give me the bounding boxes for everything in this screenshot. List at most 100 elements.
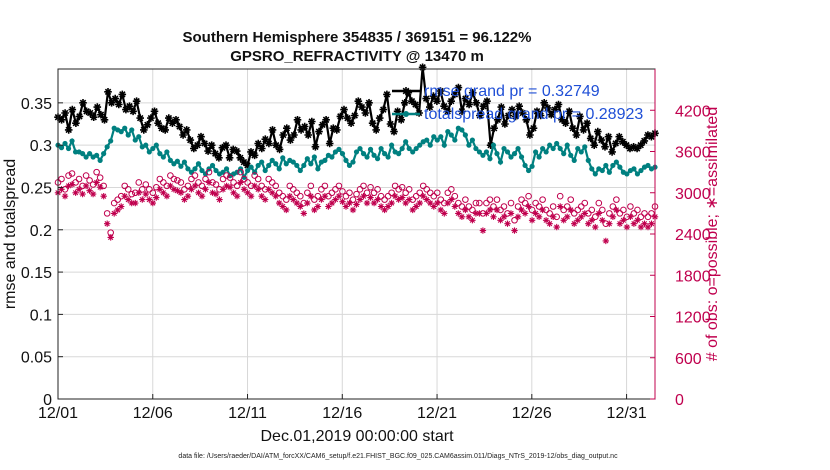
data-point xyxy=(181,159,188,165)
data-point xyxy=(272,182,280,190)
data-point xyxy=(290,196,297,203)
data-point xyxy=(561,119,570,127)
data-point xyxy=(198,193,206,200)
data-point xyxy=(525,167,532,174)
data-point xyxy=(644,223,652,231)
data-point xyxy=(508,105,516,114)
ticks: 12/01 12/06 12/11 12/16 12/21 12/26 12/31 0 0.05… xyxy=(21,69,711,422)
data-point xyxy=(462,132,468,138)
data-point xyxy=(445,129,451,135)
data-point xyxy=(181,186,188,193)
data-point xyxy=(525,203,532,210)
data-point xyxy=(550,213,557,220)
data-point xyxy=(75,175,83,183)
data-point xyxy=(448,196,455,203)
data-point xyxy=(136,114,144,122)
data-point xyxy=(408,97,416,105)
data-point xyxy=(198,182,206,190)
data-point xyxy=(225,154,234,162)
data-point xyxy=(571,220,578,227)
data-point xyxy=(142,190,149,198)
data-point xyxy=(195,189,202,196)
data-point xyxy=(420,193,427,200)
data-point xyxy=(280,155,286,161)
data-point xyxy=(371,152,377,158)
data-point xyxy=(269,189,276,196)
data-point xyxy=(423,186,431,193)
data-point xyxy=(436,87,445,95)
data-point xyxy=(427,142,433,148)
data-point xyxy=(430,192,438,200)
data-point xyxy=(343,157,349,163)
data-point xyxy=(576,112,584,121)
data-point xyxy=(636,141,645,149)
y2-tick-label: 4200 xyxy=(675,103,711,120)
y2-tick-label: 2400 xyxy=(675,227,711,244)
y-tick-label: 0.25 xyxy=(21,180,52,197)
data-point xyxy=(599,167,605,174)
data-point xyxy=(283,206,290,214)
data-point xyxy=(413,145,419,152)
data-point xyxy=(58,145,65,151)
data-point xyxy=(447,97,455,105)
data-point xyxy=(89,113,98,121)
data-point xyxy=(175,122,184,131)
data-point xyxy=(546,210,553,217)
data-point xyxy=(142,181,150,188)
data-point xyxy=(339,151,346,157)
data-point xyxy=(195,161,202,167)
data-point xyxy=(553,223,560,231)
data-point xyxy=(518,154,525,160)
data-point xyxy=(110,199,118,207)
data-point xyxy=(363,189,371,197)
data-point xyxy=(226,174,234,181)
series-0 xyxy=(54,63,659,170)
data-point xyxy=(304,131,312,139)
data-point xyxy=(493,116,502,124)
data-point xyxy=(179,131,187,139)
data-point xyxy=(297,167,303,174)
data-point xyxy=(443,107,452,116)
data-point xyxy=(268,179,276,186)
data-point xyxy=(236,154,245,162)
data-point xyxy=(411,100,420,109)
data-point xyxy=(441,210,448,217)
data-point xyxy=(97,157,103,163)
data-point xyxy=(297,192,304,200)
data-point xyxy=(390,127,398,136)
data-point xyxy=(279,131,287,139)
data-point xyxy=(258,182,265,190)
data-point xyxy=(168,119,177,127)
legend-spread-label: totalspread grand pr = 0.28923 xyxy=(424,106,643,123)
data-point xyxy=(384,203,392,210)
data-point xyxy=(528,217,536,224)
data-point xyxy=(64,126,73,134)
data-point xyxy=(454,83,463,92)
data-point xyxy=(426,189,434,197)
data-point xyxy=(335,193,343,200)
data-point xyxy=(308,161,314,167)
data-point xyxy=(409,206,416,214)
data-point xyxy=(290,159,296,165)
data-point xyxy=(94,152,100,158)
data-point xyxy=(58,186,65,193)
data-point xyxy=(462,206,469,214)
data-point xyxy=(381,206,388,214)
data-point xyxy=(465,213,473,220)
data-point xyxy=(476,149,483,155)
data-point xyxy=(255,186,262,193)
data-point xyxy=(419,182,427,190)
data-point xyxy=(321,193,329,200)
data-point xyxy=(525,192,532,200)
data-point xyxy=(360,151,367,157)
data-point xyxy=(451,90,459,99)
data-point xyxy=(616,220,624,227)
series-1 xyxy=(55,125,658,180)
data-point xyxy=(480,152,486,158)
data-point xyxy=(223,182,230,190)
x-tick-label: 12/16 xyxy=(322,405,362,422)
data-point xyxy=(250,151,259,160)
data-point xyxy=(360,193,367,200)
data-point xyxy=(72,119,80,127)
data-point xyxy=(547,142,553,148)
